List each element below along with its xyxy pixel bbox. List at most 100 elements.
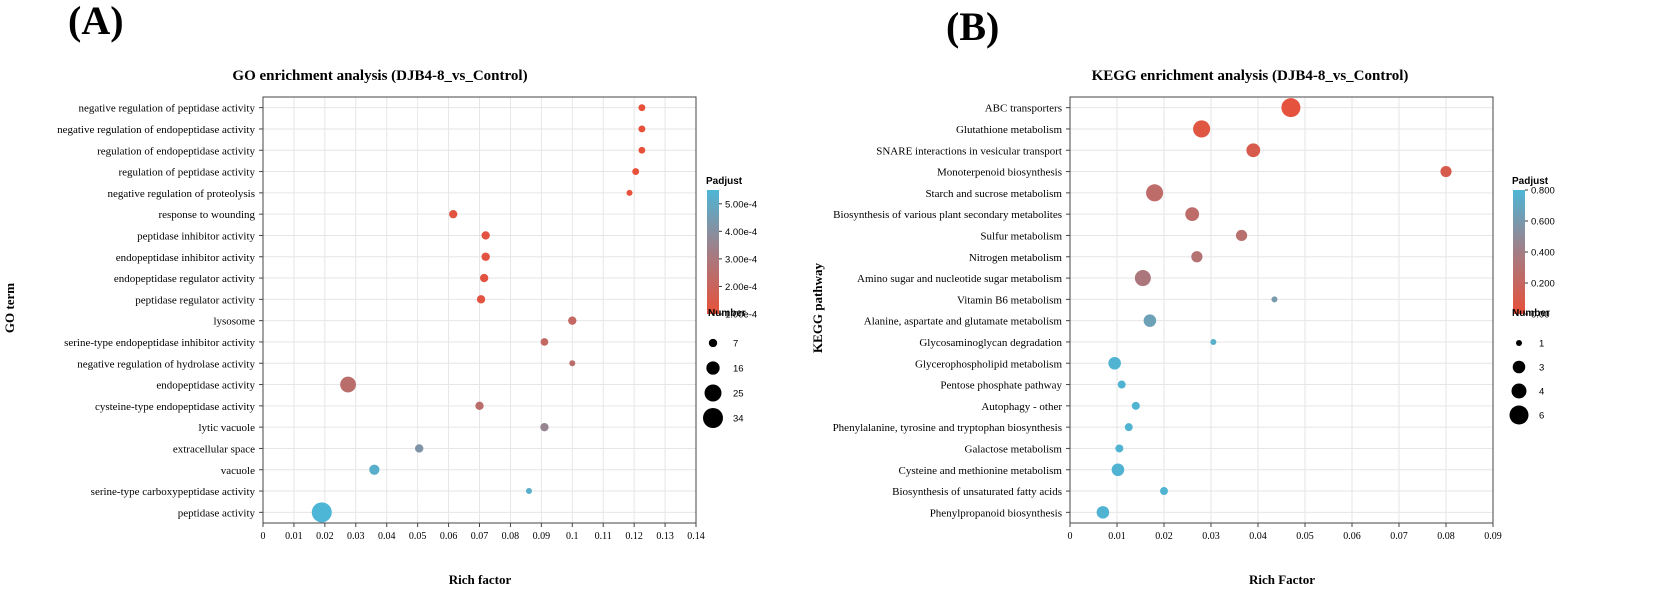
data-point — [1193, 120, 1211, 138]
data-point — [568, 316, 577, 325]
size-legend-dot — [1516, 340, 1522, 346]
go-plot-frame — [262, 96, 697, 524]
data-point — [1115, 444, 1124, 453]
y-tick-label: negative regulation of hydrolase activit… — [77, 358, 255, 370]
colorbar-tick-label: 0.00 — [1531, 310, 1550, 321]
y-tick-label: endopeptidase activity — [156, 380, 255, 392]
data-point — [1146, 184, 1164, 202]
data-point — [1134, 270, 1151, 287]
data-point — [1131, 401, 1140, 410]
kegg-padjust-ticks: 0.800 0.600 0.400 0.200 0.00 — [1525, 186, 1555, 321]
size-legend-dot — [704, 384, 722, 402]
size-legend-label: 34 — [733, 414, 744, 425]
x-tick-label: 0.12 — [625, 531, 643, 542]
data-point — [476, 295, 486, 304]
y-tick-label: Sulfur metabolism — [980, 230, 1062, 242]
x-tick-label: 0.03 — [347, 531, 365, 542]
y-tick-label: Glycosaminoglycan degradation — [919, 337, 1062, 349]
data-point — [1143, 314, 1157, 327]
y-tick-label: Cysteine and methionine metabolism — [899, 465, 1063, 477]
size-legend-label: 7 — [733, 339, 738, 350]
size-legend-label: 1 — [1539, 339, 1544, 350]
x-tick-label: 0.02 — [316, 531, 334, 542]
data-point — [1235, 229, 1248, 242]
y-tick-label: Starch and sucrose metabolism — [925, 188, 1062, 200]
x-tick-label: 0 — [1068, 531, 1073, 542]
x-tick-label: 0.14 — [687, 531, 705, 542]
kegg-x-axis-title: Rich Factor — [1249, 572, 1315, 587]
kegg-pathway-labels: ABC transporters Glutathione metabolism SN… — [833, 103, 1070, 519]
y-tick-label: peptidase regulator activity — [135, 294, 255, 306]
y-tick-label: peptidase activity — [178, 507, 256, 519]
x-tick-label: 0.05 — [409, 531, 427, 542]
x-tick-label: 0.05 — [1296, 531, 1314, 542]
data-point — [1440, 165, 1452, 178]
data-point — [479, 273, 489, 283]
data-point — [1281, 98, 1301, 118]
go-padjust-legend-title: Padjust — [706, 176, 743, 187]
panel-b-label: (B) — [946, 4, 999, 49]
y-tick-label: serine-type endopeptidase inhibitor acti… — [64, 337, 255, 349]
data-point — [638, 146, 646, 154]
x-tick-label: 0.02 — [1155, 531, 1173, 542]
y-tick-label: cysteine-type endopeptidase activity — [95, 401, 256, 413]
kegg-plot-frame — [1069, 96, 1494, 524]
data-point — [1271, 296, 1278, 303]
go-points — [311, 104, 646, 523]
y-tick-label: Biosynthesis of unsaturated fatty acids — [892, 486, 1062, 498]
x-tick-label: 0.08 — [502, 531, 520, 542]
size-legend-label: 3 — [1539, 363, 1544, 374]
colorbar-tick-label: 0.800 — [1531, 186, 1555, 197]
y-tick-label: peptidase inhibitor activity — [137, 230, 255, 242]
y-tick-label: Glutathione metabolism — [956, 124, 1062, 136]
x-tick-label: 0.01 — [285, 531, 303, 542]
size-legend-dot — [706, 361, 720, 375]
kegg-x-ticks: 0 0.01 0.02 0.03 0.04 0.05 0.06 0.07 0.08 0.09 — [1068, 523, 1502, 542]
y-tick-label: Pentose phosphate pathway — [940, 380, 1062, 392]
data-point — [525, 488, 532, 495]
data-point — [632, 168, 640, 175]
y-tick-label: Nitrogen metabolism — [969, 252, 1063, 264]
y-tick-label: Biosynthesis of various plant secondary … — [833, 209, 1062, 221]
size-legend-label: 16 — [733, 364, 744, 375]
data-point — [540, 338, 549, 346]
size-legend-dot — [1511, 383, 1527, 399]
y-tick-label: ABC transporters — [985, 103, 1062, 115]
go-x-ticks: 0 0.01 0.02 0.03 0.04 0.05 0.06 0.07 0.08 0.09 0.1… — [261, 523, 705, 542]
go-x-axis-title: Rich factor — [449, 572, 512, 587]
kegg-padjust-colorbar — [1513, 190, 1525, 314]
y-tick-label: endopeptidase inhibitor activity — [116, 252, 256, 264]
y-tick-label: vacuole — [221, 465, 255, 477]
x-tick-label: 0.03 — [1202, 531, 1220, 542]
y-tick-label: serine-type carboxypeptidase activity — [91, 486, 256, 498]
data-point — [1111, 463, 1125, 477]
data-point — [1185, 207, 1200, 222]
kegg-y-axis-title: KEGG pathway — [810, 263, 825, 353]
data-point — [1210, 338, 1217, 345]
x-tick-label: 0.06 — [1343, 531, 1361, 542]
size-legend-label: 25 — [733, 389, 744, 400]
colorbar-tick-label: 5.00e-4 — [725, 199, 757, 210]
x-tick-label: 0.09 — [1484, 531, 1502, 542]
y-tick-label: lysosome — [213, 316, 255, 328]
data-point — [1124, 423, 1133, 432]
x-tick-label: 0.09 — [533, 531, 551, 542]
size-legend-dot — [1509, 405, 1529, 425]
kegg-chart: (B) KEGG enrichment analysis (DJB4-8_vs_… — [810, 4, 1555, 587]
x-tick-label: 0.01 — [1108, 531, 1126, 542]
y-tick-label: Autophagy - other — [981, 401, 1062, 413]
go-padjust-ticks: 5.00e-4 4.00e-4 3.00e-4 2.00e-4 1.00e-4 — [719, 199, 757, 321]
go-y-axis-title: GO term — [2, 283, 17, 333]
data-point — [1096, 506, 1110, 519]
x-tick-label: 0.04 — [378, 531, 396, 542]
kegg-grid — [1069, 97, 1494, 523]
x-tick-label: 0.07 — [471, 531, 489, 542]
data-point — [638, 125, 646, 133]
colorbar-tick-label: 3.00e-4 — [725, 254, 757, 265]
y-tick-label: negative regulation of peptidase activit… — [78, 103, 255, 115]
kegg-chart-title: KEGG enrichment analysis (DJB4-8_vs_Cont… — [1092, 68, 1409, 84]
y-tick-label: Alanine, aspartate and glutamate metabol… — [864, 316, 1063, 328]
data-point — [415, 444, 424, 453]
y-tick-label: negative regulation of endopeptidase act… — [57, 124, 255, 136]
colorbar-tick-label: 0.600 — [1531, 217, 1555, 228]
